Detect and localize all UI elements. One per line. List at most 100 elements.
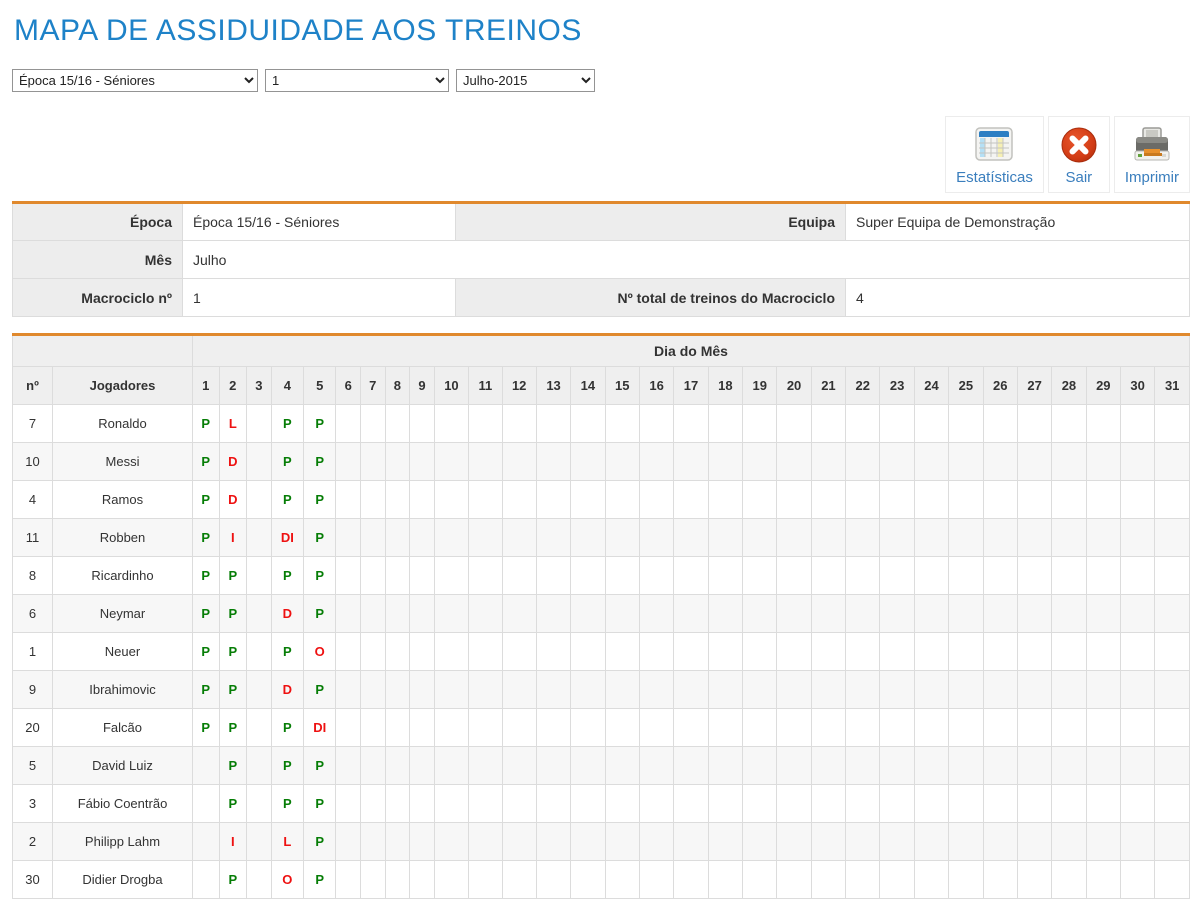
attendance-cell: P — [303, 556, 337, 595]
day-column-header: 8 — [384, 366, 411, 405]
attendance-cell — [409, 746, 435, 785]
attendance-cell — [468, 480, 503, 519]
summary-row-epoca-equipa: Época Época 15/16 - Séniores Equipa Supe… — [12, 202, 1190, 241]
attendance-cell — [982, 746, 1018, 785]
attendance-cell — [335, 442, 361, 481]
player-row: 10 Messi P D P P — [12, 442, 1190, 481]
attendance-cell — [468, 556, 503, 595]
attendance-cell — [604, 594, 640, 633]
attendance-cell — [433, 746, 470, 785]
attendance-cell — [982, 632, 1018, 671]
attendance-cell — [1051, 442, 1087, 481]
attendance-cell — [776, 480, 812, 519]
attendance-cell — [810, 480, 847, 519]
player-row: 9 Ibrahimovic P P D P — [12, 670, 1190, 709]
attendance-cell — [1016, 442, 1053, 481]
attendance-cell — [776, 746, 812, 785]
attendance-cell — [638, 442, 675, 481]
attendance-cell — [742, 746, 778, 785]
attendance-cell — [810, 632, 847, 671]
summary-table: Época Época 15/16 - Séniores Equipa Supe… — [12, 201, 1190, 317]
attendance-cell — [433, 480, 470, 519]
attendance-cell: D — [218, 442, 248, 481]
attendance-cell — [468, 594, 503, 633]
attendance-cell — [246, 860, 272, 899]
attendance-cell — [1085, 442, 1121, 481]
attendance-cell — [535, 518, 572, 557]
attendance-cell — [638, 860, 675, 899]
attendance-cell — [707, 670, 744, 709]
attendance-cell — [433, 404, 470, 443]
attendance-cell — [359, 632, 386, 671]
attendance-cell — [1085, 708, 1121, 747]
attendance-cell — [501, 442, 537, 481]
attendance-cell — [638, 632, 675, 671]
attendance-cell — [1085, 860, 1121, 899]
print-button[interactable]: Imprimir — [1113, 116, 1190, 193]
attendance-cell — [879, 746, 915, 785]
attendance-cell — [810, 518, 847, 557]
statistics-button[interactable]: Estatísticas — [945, 116, 1044, 193]
attendance-cell — [359, 708, 386, 747]
exit-button[interactable]: Sair — [1047, 116, 1110, 193]
month-select[interactable]: Julho-2015 — [456, 69, 595, 92]
attendance-cell — [1016, 594, 1053, 633]
attendance-cell: O — [303, 632, 337, 671]
attendance-cell — [810, 670, 847, 709]
attendance-group-header-row: Dia do Mês — [12, 334, 1190, 367]
attendance-cell — [246, 822, 272, 861]
attendance-cell — [246, 708, 272, 747]
attendance-cell — [1051, 746, 1087, 785]
attendance-cell — [570, 670, 606, 709]
attendance-cell — [604, 556, 640, 595]
player-name: Neymar — [52, 594, 193, 633]
attendance-cell — [359, 404, 386, 443]
day-column-header: 12 — [501, 366, 537, 405]
attendance-cell — [1016, 670, 1053, 709]
attendance-cell — [335, 556, 361, 595]
attendance-cell — [948, 670, 984, 709]
attendance-cell — [335, 518, 361, 557]
attendance-cell — [468, 860, 503, 899]
attendance-cell — [982, 784, 1018, 823]
player-number: 30 — [12, 860, 53, 899]
day-column-header: 4 — [270, 366, 305, 405]
attendance-cell — [707, 632, 744, 671]
day-column-header: 11 — [468, 366, 503, 405]
attendance-cell — [433, 822, 470, 861]
attendance-cell — [1016, 632, 1053, 671]
attendance-cell — [501, 784, 537, 823]
attendance-cell — [1085, 480, 1121, 519]
attendance-cell — [1119, 784, 1156, 823]
attendance-cell — [604, 518, 640, 557]
attendance-section: Dia do Mês nº Jogadores 1 2 3 4 5 6 7 8 9 10 11 12 1… — [12, 333, 1190, 899]
season-select[interactable]: Época 15/16 - Séniores — [12, 69, 258, 92]
attendance-cell — [335, 480, 361, 519]
attendance-cell — [570, 556, 606, 595]
attendance-cell: P — [192, 518, 220, 557]
attendance-cell: P — [192, 632, 220, 671]
attendance-cell — [913, 860, 950, 899]
mes-value: Julho — [182, 240, 1190, 279]
attendance-cell: P — [303, 670, 337, 709]
attendance-cell — [1154, 708, 1190, 747]
macrocycle-select[interactable]: 1 — [265, 69, 449, 92]
attendance-cell — [468, 746, 503, 785]
attendance-cell: D — [270, 670, 305, 709]
attendance-cell: P — [303, 860, 337, 899]
attendance-cell — [776, 860, 812, 899]
day-column-header: 25 — [948, 366, 984, 405]
attendance-cell — [409, 594, 435, 633]
day-column-header: 7 — [359, 366, 386, 405]
attendance-cell — [246, 556, 272, 595]
player-name: Philipp Lahm — [52, 822, 193, 861]
attendance-cell — [810, 822, 847, 861]
player-number: 7 — [12, 404, 53, 443]
attendance-cell — [1154, 518, 1190, 557]
attendance-cell — [359, 556, 386, 595]
attendance-cell — [982, 480, 1018, 519]
attendance-cell: P — [218, 860, 248, 899]
attendance-cell — [1051, 518, 1087, 557]
player-name: Ibrahimovic — [52, 670, 193, 709]
attendance-cell — [359, 442, 386, 481]
